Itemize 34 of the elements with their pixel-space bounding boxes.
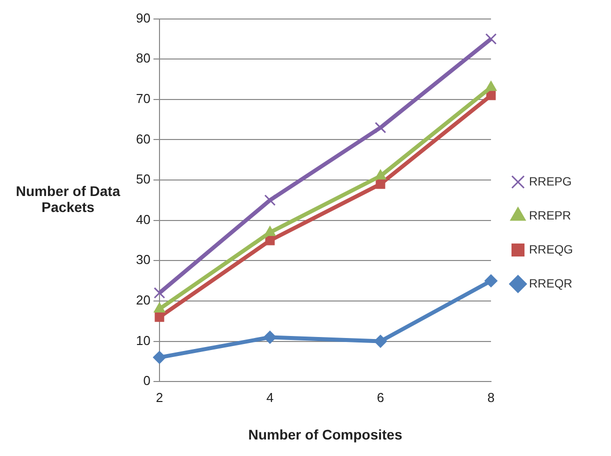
y-tick-label: 40	[136, 212, 150, 227]
x-tick-label: 6	[376, 390, 384, 405]
y-axis-title: Number of Data Packets	[14, 183, 122, 215]
point	[376, 179, 386, 189]
point	[484, 274, 498, 288]
point	[374, 334, 387, 348]
x-axis-title: Number of Composites	[248, 426, 402, 442]
y-tick-label: 70	[136, 91, 150, 106]
legend-label: RREQG	[528, 242, 574, 256]
x-tick-label: 2	[156, 390, 164, 405]
x-tick-label: 8	[487, 390, 495, 405]
x-tick-label: 4	[266, 390, 274, 405]
point	[154, 312, 164, 322]
y-tick-label: 20	[136, 292, 150, 308]
y-tick-label: 80	[136, 50, 150, 66]
point	[154, 287, 166, 299]
point	[374, 122, 386, 134]
y-tick-label: 0	[143, 373, 150, 388]
y-tick-label: 10	[136, 332, 150, 348]
legend-label: RREPG	[528, 174, 572, 188]
point	[485, 33, 497, 45]
y-tick-label: 30	[136, 252, 150, 268]
point	[264, 194, 276, 206]
y-tick-label: 90	[136, 10, 150, 26]
point	[152, 350, 166, 364]
point	[263, 330, 276, 344]
point	[265, 236, 275, 246]
legend-label: RREPR	[528, 208, 572, 222]
y-tick-label: 50	[136, 172, 150, 187]
y-tick-label: 60	[136, 131, 150, 146]
point	[485, 80, 497, 91]
point	[154, 302, 166, 313]
point	[264, 226, 276, 236]
legend-label: RREQR	[528, 276, 573, 290]
